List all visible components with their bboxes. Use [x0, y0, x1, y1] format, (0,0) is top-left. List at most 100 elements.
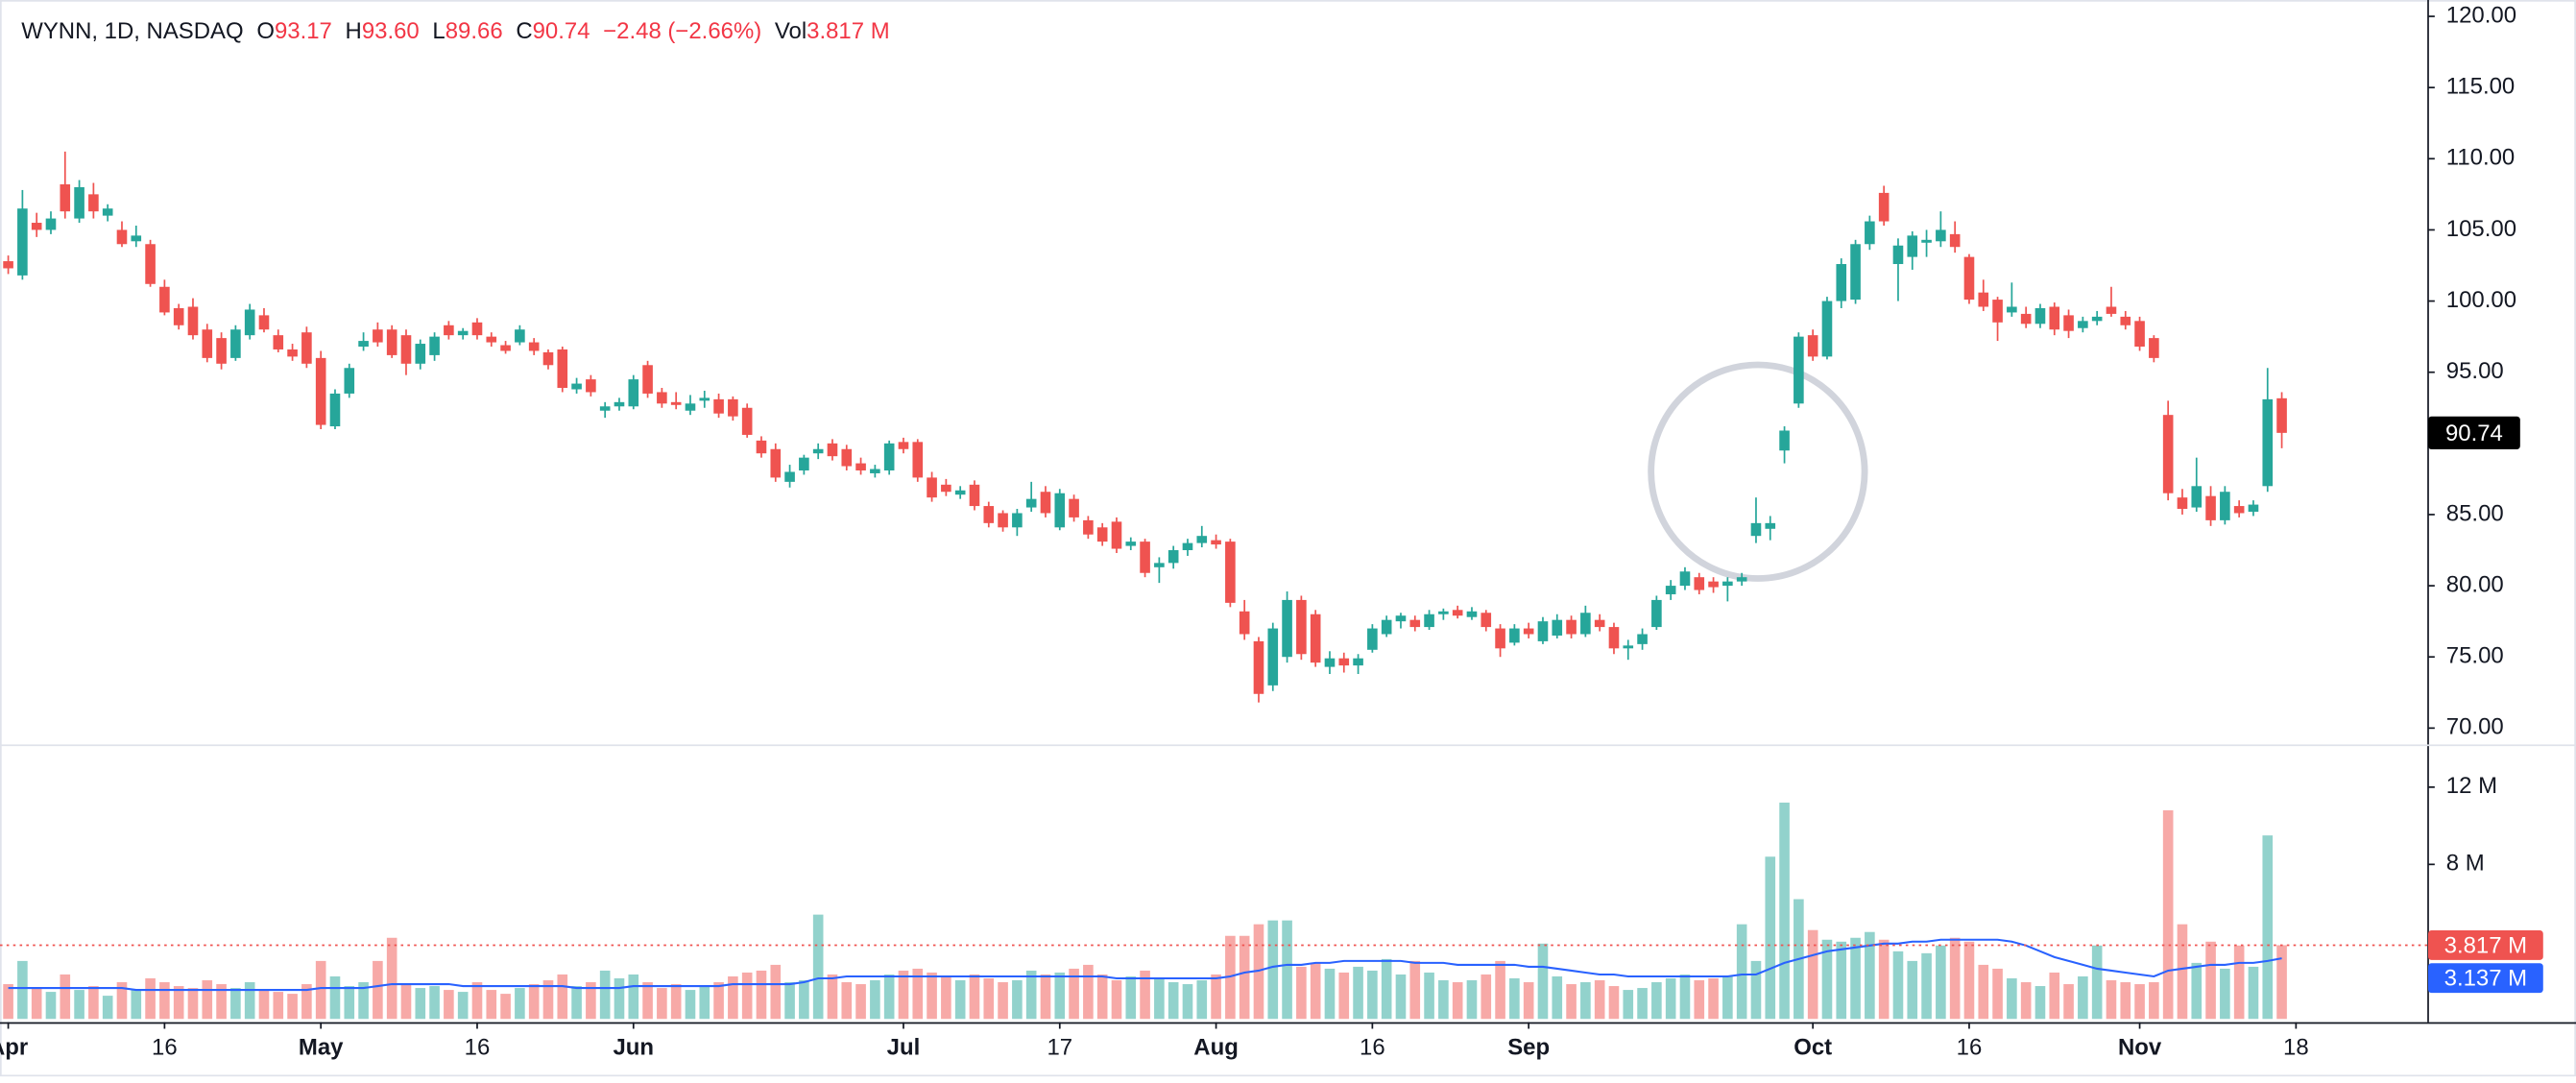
volume-bar	[586, 982, 596, 1020]
change: −2.48 (−2.66%)	[603, 19, 761, 45]
volume-bar	[1054, 972, 1066, 1020]
candle-body	[2034, 307, 2046, 325]
candle-body	[941, 484, 951, 493]
candle-body	[883, 443, 895, 470]
volume-bar	[1722, 975, 1733, 1020]
volume-bar	[1679, 974, 1691, 1020]
volume-bar	[1807, 929, 1818, 1020]
volume-bar	[373, 960, 383, 1020]
x-tick-label: Oct	[1794, 1034, 1832, 1060]
candle-body	[713, 398, 724, 414]
volume-bar	[102, 996, 113, 1020]
candle-body	[599, 406, 611, 411]
candle-body	[812, 448, 824, 454]
candle-body	[486, 336, 497, 343]
candle-body	[31, 223, 42, 230]
volume-bar	[131, 990, 142, 1020]
volume-bar	[2276, 945, 2287, 1020]
volume-bar	[2106, 980, 2117, 1020]
volume-bar	[841, 982, 853, 1020]
volume-bar	[1438, 980, 1449, 1020]
volume-bar	[1282, 920, 1292, 1020]
candle-body	[2049, 306, 2060, 330]
candle-body	[2262, 398, 2274, 487]
candle-body	[216, 338, 227, 364]
candle-body	[1154, 563, 1165, 567]
volume-bar	[415, 988, 426, 1020]
candle-body	[969, 484, 980, 507]
candle-body	[954, 490, 966, 495]
volume-bar	[1907, 960, 1918, 1020]
candle-body	[1296, 599, 1307, 655]
volume-bar	[1182, 984, 1193, 1020]
volume-bar	[1865, 931, 1875, 1020]
volume-bar	[216, 984, 227, 1020]
y-tick-label: 110.00	[2446, 145, 2515, 171]
volume-bar	[2091, 945, 2103, 1020]
candle-body	[1239, 611, 1250, 635]
volume-bar	[1608, 986, 1620, 1020]
volume-bar	[1892, 951, 1904, 1020]
volume-bar	[1096, 974, 1108, 1020]
volume-bar	[1111, 980, 1122, 1020]
candle-body	[670, 401, 682, 405]
x-tick-label: Aug	[1193, 1034, 1239, 1060]
candle-body	[898, 442, 909, 449]
candle-body	[1821, 301, 1833, 357]
candle-body	[1807, 335, 1818, 357]
volume-bar	[1836, 941, 1847, 1020]
volume-bar	[2020, 982, 2032, 1020]
candle-body	[358, 341, 369, 348]
open-label: O	[256, 19, 275, 45]
candle-body	[1779, 430, 1790, 451]
candle-body	[102, 208, 113, 216]
candle-body	[628, 379, 639, 407]
x-tick-label: Jun	[614, 1034, 655, 1060]
candle-body	[74, 186, 84, 219]
candle-body	[1367, 628, 1378, 650]
volume-bar	[1168, 982, 1179, 1020]
volume-bar	[1850, 937, 1861, 1020]
volume-bar	[1196, 980, 1208, 1020]
volume-bar	[699, 986, 710, 1020]
candle-body	[2149, 338, 2159, 358]
candle-body	[870, 469, 880, 473]
x-tick-label: Apr	[0, 1034, 28, 1060]
volume-bar	[1040, 974, 1051, 1020]
candle-body	[202, 329, 213, 358]
volume-bar	[17, 960, 28, 1020]
candle-body	[2091, 316, 2103, 322]
volume-bar	[2262, 835, 2274, 1020]
x-tick-label: Jul	[887, 1034, 921, 1060]
volume-bar	[670, 984, 682, 1020]
candle-body	[1211, 540, 1221, 545]
candle-body	[1608, 627, 1620, 649]
volume-bar	[358, 982, 369, 1020]
volume-bar	[1580, 982, 1591, 1020]
candle-body	[912, 442, 924, 478]
candle-body	[542, 351, 554, 366]
candle-body	[230, 329, 241, 358]
volume-bar	[1154, 978, 1165, 1020]
candle-body	[301, 332, 312, 364]
candle-body	[1012, 513, 1023, 528]
volume-bar	[827, 974, 838, 1020]
candle-body	[329, 393, 341, 427]
candle-body	[1495, 628, 1505, 649]
volume-bar	[444, 990, 454, 1020]
y2-tick-label: 12 M	[2446, 773, 2497, 799]
x-tick-label: 17	[1047, 1034, 1072, 1060]
volume-bar	[1452, 982, 1463, 1020]
volume-bar	[784, 982, 795, 1020]
candle-body	[728, 398, 738, 417]
x-tick-label: 16	[152, 1034, 178, 1060]
candle-body	[1466, 611, 1478, 617]
candle-body	[827, 443, 838, 457]
candle-body	[642, 365, 653, 394]
y-tick-label: 100.00	[2446, 287, 2516, 313]
candle-body	[500, 345, 511, 351]
volume-bar	[2248, 966, 2259, 1020]
candle-body	[1054, 493, 1066, 528]
symbol: WYNN, 1D, NASDAQ	[21, 19, 243, 45]
candle-body	[373, 329, 383, 343]
